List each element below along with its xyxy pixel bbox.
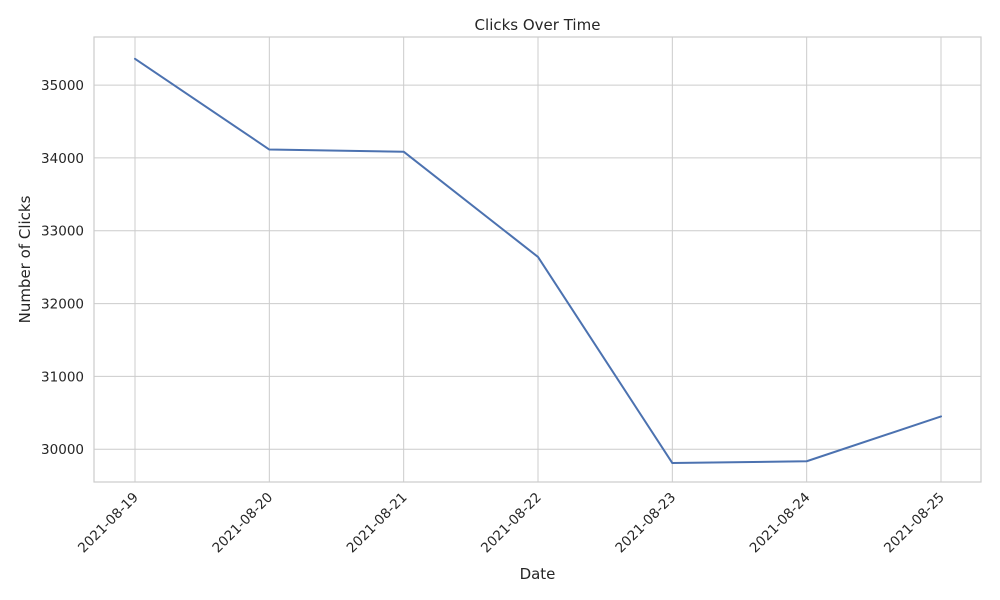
y-axis-label: Number of Clicks	[16, 195, 34, 323]
x-tick-label: 2021-08-24	[747, 490, 814, 557]
y-tick-label: 35000	[41, 78, 84, 94]
x-tick-label: 2021-08-20	[209, 490, 276, 557]
y-tick-label: 31000	[41, 369, 84, 385]
grid-lines	[94, 37, 981, 482]
series-line	[134, 57, 942, 465]
x-tick-label: 2021-08-22	[478, 490, 545, 557]
x-tick-label: 2021-08-21	[344, 490, 411, 557]
y-tick-label: 33000	[41, 224, 84, 240]
x-tick-label: 2021-08-25	[881, 490, 948, 557]
y-tick-label: 34000	[41, 151, 84, 167]
x-tick-label: 2021-08-19	[75, 490, 142, 557]
series-layer	[134, 57, 942, 465]
y-tick-label: 30000	[41, 442, 84, 458]
x-tick-label: 2021-08-23	[612, 490, 679, 557]
plot-frame	[93, 36, 982, 483]
y-tick-labels: 30000 31000 32000 33000 34000 35000	[41, 78, 84, 458]
x-axis-label: Date	[520, 565, 556, 583]
x-tick-labels: 2021-08-19 2021-08-20 2021-08-21 2021-08-22…	[75, 490, 948, 557]
y-tick-label: 32000	[41, 297, 84, 313]
chart-title: Clicks Over Time	[475, 16, 601, 34]
